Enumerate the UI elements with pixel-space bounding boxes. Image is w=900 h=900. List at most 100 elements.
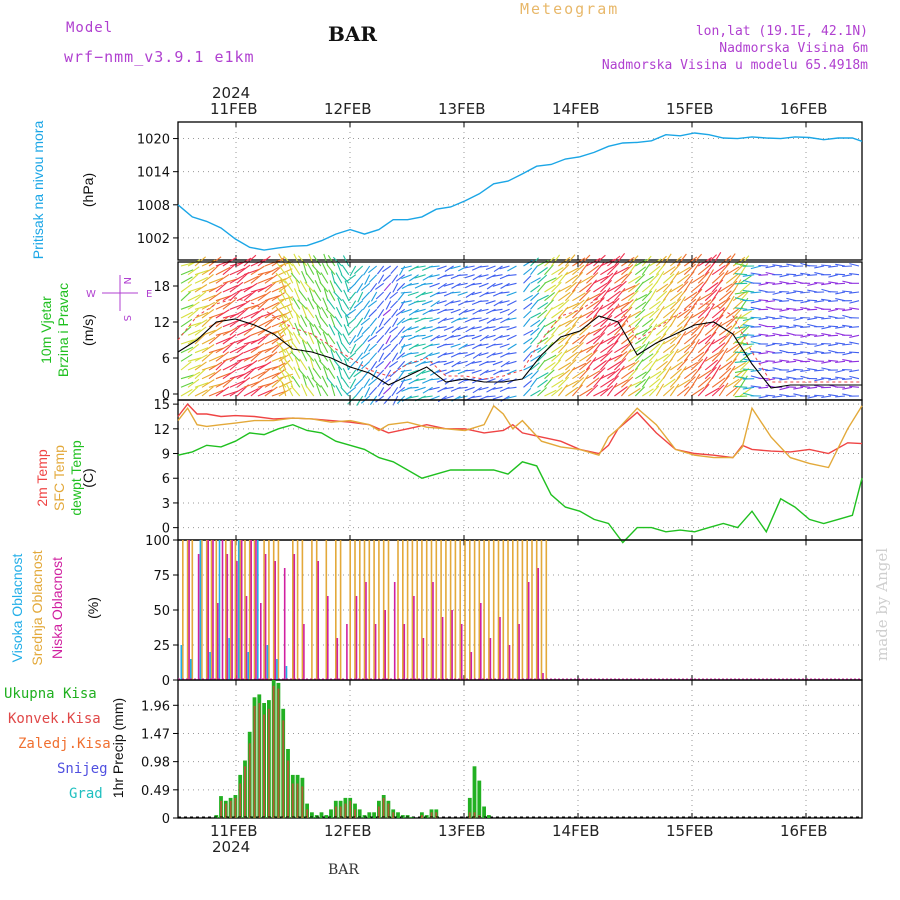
wind-arrow [814, 384, 825, 388]
wind-arrow [243, 317, 259, 328]
wind-arrow [683, 333, 697, 345]
wind-arrow [382, 378, 392, 385]
wind-arrow [523, 352, 531, 362]
wind-arrow [478, 386, 489, 391]
precip-bar-total [319, 812, 324, 819]
wind-arrow [330, 271, 336, 284]
wind-arrow [786, 386, 797, 388]
wind-arrow [493, 369, 503, 376]
wind-arrow [187, 357, 202, 362]
wind-arrow [208, 354, 224, 362]
wind-arrow [593, 353, 608, 362]
wind-arrow [229, 309, 245, 319]
precip-bar-convective [354, 809, 356, 818]
wind-arrow [634, 273, 646, 284]
precip-bar-total [467, 797, 472, 818]
wind-arrow [523, 318, 531, 328]
precip-bar-convective [392, 812, 395, 819]
wind-arrow [400, 300, 412, 304]
wind-arrow [613, 365, 625, 380]
wind-arrow [208, 263, 221, 276]
wind-arrow [353, 334, 364, 343]
wind-arrow [557, 349, 568, 362]
wind-arrow [360, 317, 371, 326]
wind-arrow [493, 265, 503, 273]
wind-arrow [236, 334, 251, 345]
wind-arrow [593, 332, 606, 345]
wind-arrow [396, 317, 406, 326]
wind-arrow [732, 326, 746, 336]
wind-arrow [201, 316, 213, 328]
wind-arrow [443, 352, 454, 356]
wind-arrow [382, 343, 392, 351]
wind-arrow [758, 386, 769, 389]
wind-arrow [338, 366, 343, 379]
wind-arrow [478, 282, 489, 288]
wind-arrow [343, 358, 350, 371]
wind-arrow [368, 343, 378, 352]
wind-arrow [368, 378, 378, 387]
wind-arrow [544, 319, 557, 328]
wind-arrow [401, 274, 412, 280]
wind-arrow [814, 334, 825, 338]
wind-arrow [257, 283, 273, 293]
wind-arrow [676, 366, 687, 380]
wind-arrow [725, 253, 736, 267]
wind-arrow [341, 377, 350, 388]
wind-arrow [704, 282, 719, 293]
footer-station: BAR [328, 862, 359, 878]
wind-arrow [586, 335, 601, 345]
wind-arrow [579, 275, 593, 284]
wind-arrow [485, 369, 496, 374]
wind-arrow [600, 350, 613, 362]
wind-arrow [309, 322, 315, 336]
wind-arrow [301, 270, 308, 284]
wind-arrow [579, 310, 594, 319]
wind-arrow [676, 281, 689, 293]
wind-arrow [414, 334, 426, 338]
wind-arrow [222, 327, 238, 336]
wind-arrow [208, 284, 223, 293]
wind-arrow [641, 290, 652, 302]
wind-arrow [492, 352, 503, 356]
wind-arrow [814, 369, 825, 372]
wind-arrow [384, 326, 392, 336]
wind-arrow [312, 367, 322, 380]
wind-arrow [704, 339, 715, 354]
wind-arrow [758, 395, 769, 399]
wind-arrow [450, 265, 461, 270]
wind-arrow [391, 352, 399, 362]
wind-arrow [347, 360, 357, 371]
wind-arrow [655, 290, 668, 302]
wind-arrow [530, 362, 540, 371]
wind-arrow [662, 253, 672, 267]
wind-arrow [342, 255, 350, 267]
wind-arrow [765, 334, 776, 337]
wind-arrow [180, 361, 192, 371]
wind-arrow [236, 342, 250, 354]
wind-arrow [828, 281, 839, 284]
wind-arrow [436, 369, 447, 373]
wind-arrow [711, 279, 724, 293]
wind-arrow [371, 369, 378, 380]
wind-arrow [485, 395, 496, 398]
precip-bar-convective [296, 783, 299, 818]
wind-arrow [355, 386, 364, 397]
wind-arrow [607, 360, 622, 371]
wind-arrow [364, 274, 371, 285]
wind-arrow [655, 360, 668, 371]
wind-arrow [663, 336, 677, 345]
wind-arrow [243, 324, 258, 336]
wind-arrow [486, 317, 496, 324]
wind-arrow [669, 291, 683, 302]
wind-arrow [648, 378, 661, 388]
wind-arrow [276, 375, 287, 388]
wind-arrow [194, 326, 207, 336]
wind-arrow [530, 265, 539, 276]
wind-arrow [464, 386, 475, 392]
wind-arrow [725, 308, 739, 319]
wind-arrow [551, 386, 563, 397]
wind-arrow [750, 334, 762, 338]
wind-arrow [194, 284, 208, 293]
wind-arrow [793, 290, 804, 293]
